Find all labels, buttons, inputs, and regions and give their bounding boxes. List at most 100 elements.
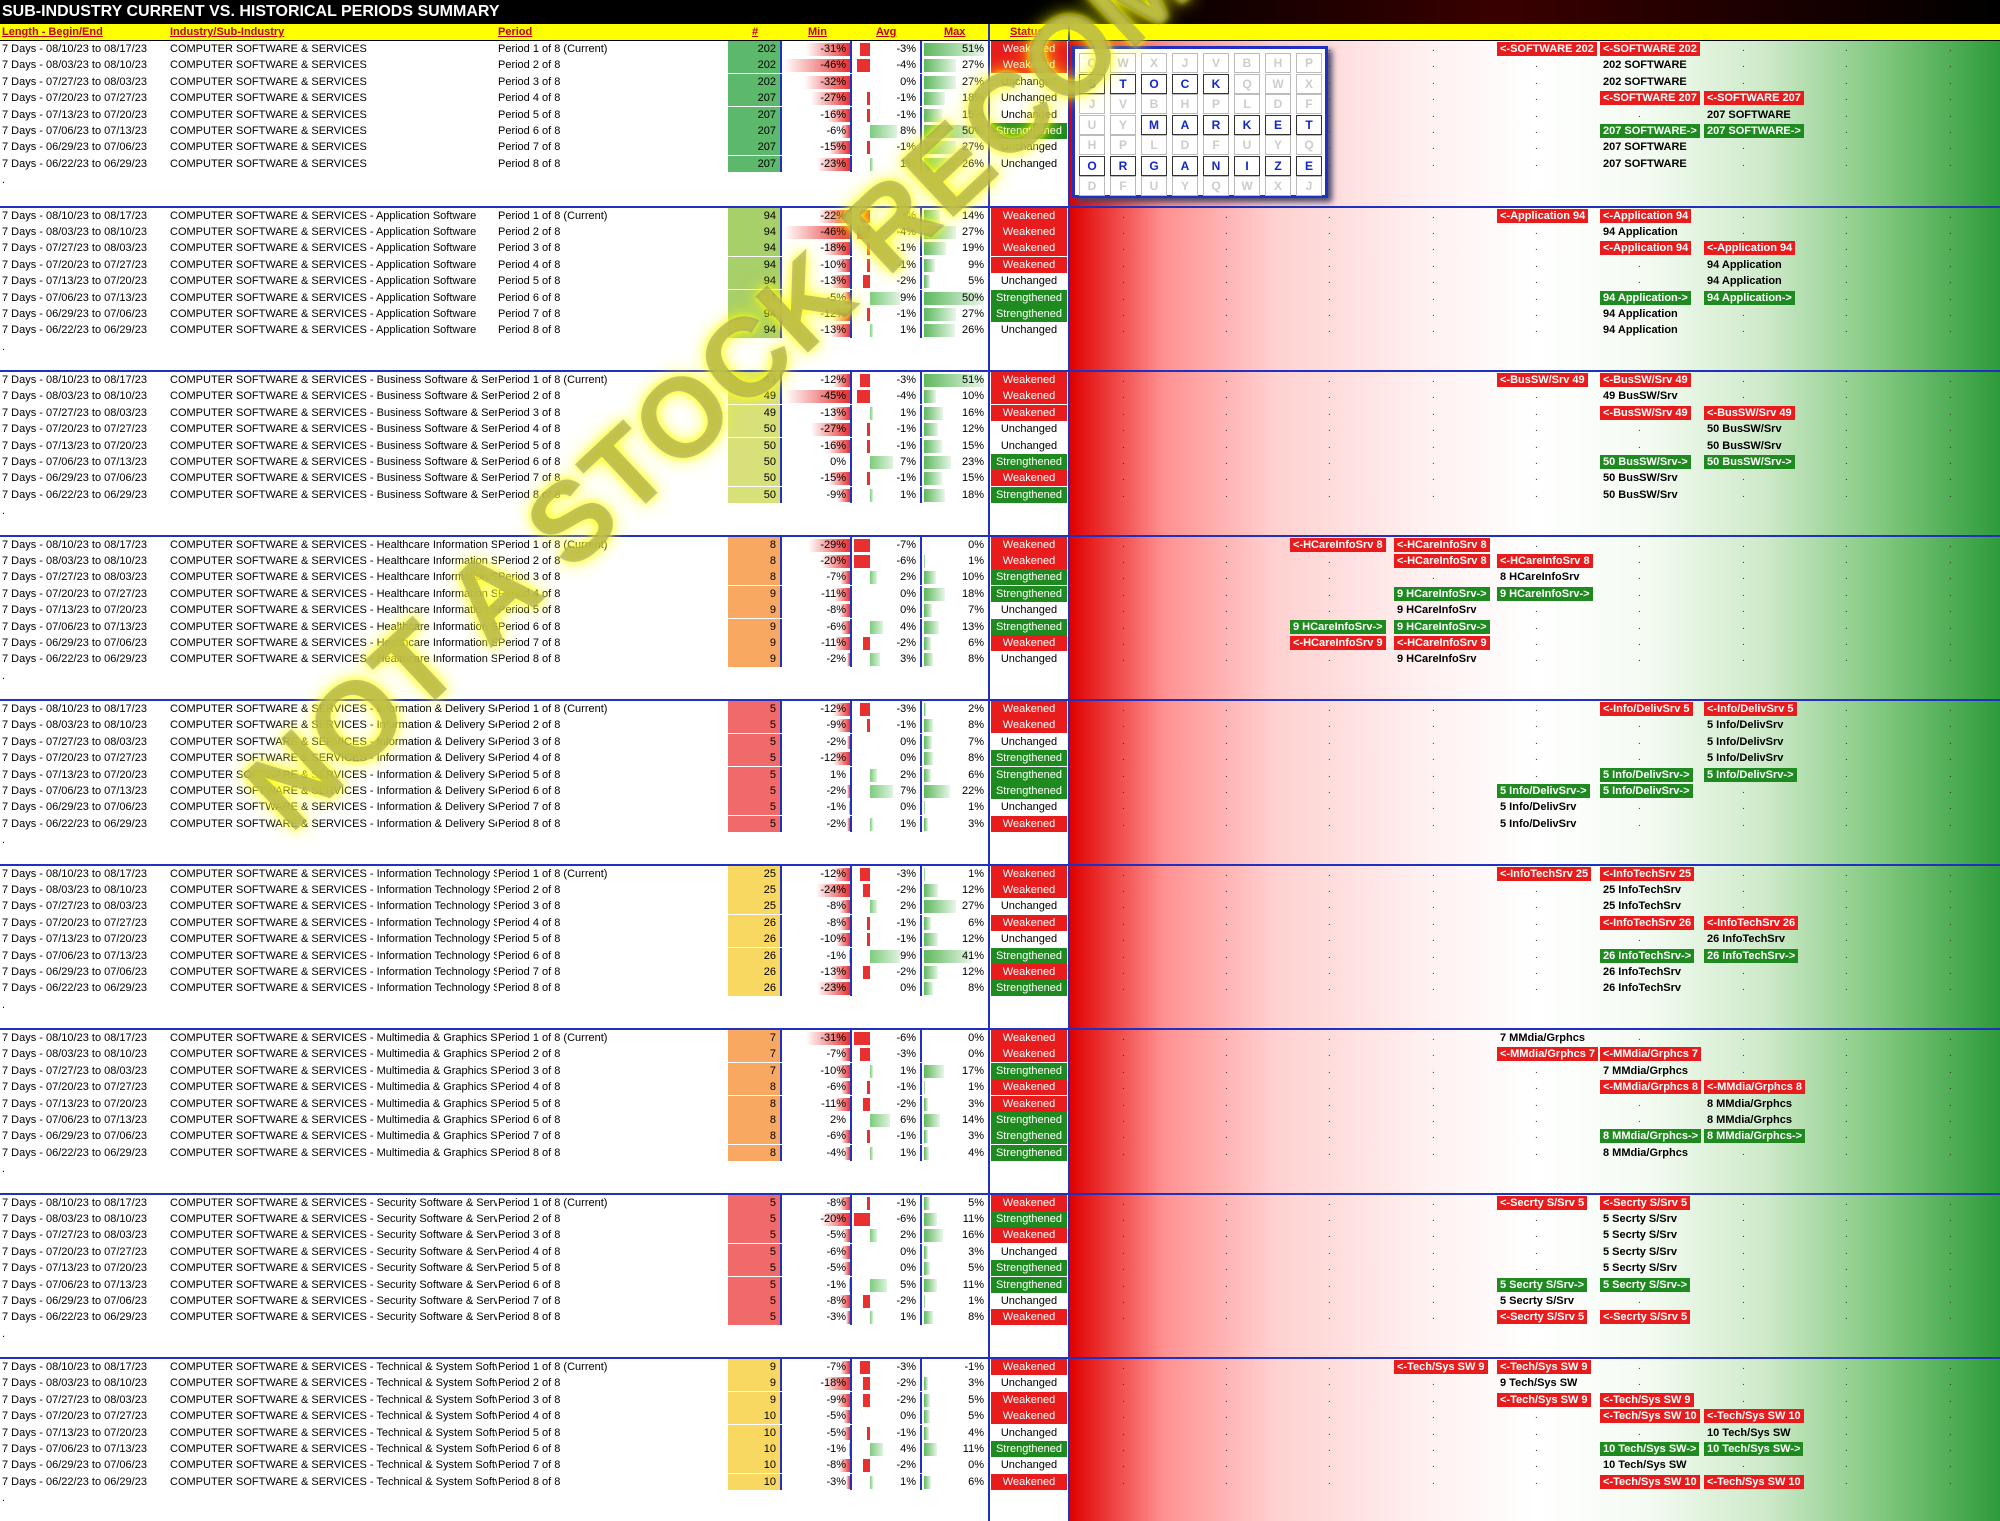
rating-marker[interactable]: <-SOFTWARE 202: [1497, 42, 1597, 56]
rating-marker[interactable]: <-HCareInfoSrv 9: [1290, 635, 1386, 650]
table-row[interactable]: 7 Days - 06/29/23 to 07/06/23 COMPUTER SO…: [0, 799, 2000, 816]
rating-marker[interactable]: 8 MMdia/Grphcs->: [1600, 1129, 1702, 1144]
rating-marker[interactable]: 5 Info/DelivSrv->: [1600, 767, 1693, 782]
table-row[interactable]: 7 Days - 07/27/23 to 08/03/23 COMPUTER SO…: [0, 1227, 2000, 1244]
table-row[interactable]: 7 Days - 08/03/23 to 08/10/23 COMPUTER SO…: [0, 223, 2000, 240]
rating-marker[interactable]: <-InfoTechSrv 25: [1497, 866, 1592, 881]
table-row[interactable]: 7 Days - 08/10/23 to 08/17/23 COMPUTER SO…: [0, 1194, 2000, 1211]
table-row[interactable]: 7 Days - 06/29/23 to 07/06/23 COMPUTER SO…: [0, 470, 2000, 487]
rating-marker[interactable]: 5 Secrty S/Srv->: [1600, 1277, 1691, 1292]
rating-marker[interactable]: 25 InfoTechSrv: [1603, 900, 1682, 913]
rating-marker[interactable]: 5 Secrty S/Srv: [1603, 1245, 1677, 1258]
table-row[interactable]: 7 Days - 07/27/23 to 08/03/23 COMPUTER SO…: [0, 1062, 2000, 1079]
rating-marker[interactable]: <-Application 94: [1600, 208, 1692, 223]
table-row[interactable]: 7 Days - 08/10/23 to 08/17/23 COMPUTER SO…: [0, 41, 2000, 57]
header-count[interactable]: #: [752, 26, 759, 38]
table-row[interactable]: 7 Days - 06/22/23 to 06/29/23 COMPUTER SO…: [0, 322, 2000, 339]
rating-marker[interactable]: 207 SOFTWARE: [1603, 157, 1687, 170]
table-row[interactable]: 7 Days - 07/06/23 to 07/13/23 COMPUTER SO…: [0, 1441, 2000, 1457]
rating-marker[interactable]: <-Secrty S/Srv 5: [1600, 1310, 1691, 1325]
rating-marker[interactable]: <-Tech/Sys SW 10: [1600, 1409, 1700, 1424]
table-row[interactable]: 7 Days - 06/22/23 to 06/29/23 COMPUTER SO…: [0, 1473, 2000, 1490]
rating-marker[interactable]: 9 HCareInfoSrv: [1397, 653, 1477, 666]
rating-marker[interactable]: <-Secrty S/Srv 5: [1497, 1310, 1588, 1325]
rating-marker[interactable]: 94 Application: [1707, 275, 1782, 288]
table-row[interactable]: 7 Days - 07/27/23 to 08/03/23 COMPUTER SO…: [0, 1391, 2000, 1408]
table-row[interactable]: 7 Days - 08/03/23 to 08/10/23 COMPUTER SO…: [0, 1375, 2000, 1392]
rating-marker[interactable]: 202 SOFTWARE: [1603, 75, 1687, 88]
table-row[interactable]: 7 Days - 08/10/23 to 08/17/23 COMPUTER SO…: [0, 865, 2000, 882]
header-avg[interactable]: Avg: [876, 26, 897, 38]
table-row[interactable]: 7 Days - 06/22/23 to 06/29/23 COMPUTER SO…: [0, 155, 2000, 172]
rating-marker[interactable]: <-Tech/Sys SW 9: [1497, 1392, 1591, 1407]
rating-marker[interactable]: 202 SOFTWARE: [1603, 59, 1687, 72]
rating-marker[interactable]: <-Tech/Sys SW 9: [1600, 1392, 1694, 1407]
table-row[interactable]: 7 Days - 06/29/23 to 07/06/23 COMPUTER SO…: [0, 1457, 2000, 1474]
table-row[interactable]: 7 Days - 08/10/23 to 08/17/23 COMPUTER SO…: [0, 536, 2000, 553]
table-row[interactable]: 7 Days - 08/10/23 to 08/17/23 COMPUTER SO…: [0, 1030, 2000, 1046]
rating-marker[interactable]: 5 Info/DelivSrv->: [1704, 767, 1797, 782]
rating-marker[interactable]: 207 SOFTWARE->: [1704, 124, 1804, 138]
header-status[interactable]: Status: [1010, 26, 1044, 38]
rating-marker[interactable]: 94 Application: [1603, 307, 1678, 320]
rating-marker[interactable]: 207 SOFTWARE->: [1600, 124, 1700, 138]
header-min[interactable]: Min: [808, 26, 827, 38]
rating-marker[interactable]: 5 Info/DelivSrv: [1707, 752, 1784, 765]
rating-marker[interactable]: <-InfoTechSrv 25: [1600, 866, 1695, 881]
rating-marker[interactable]: 5 Secrty S/Srv->: [1497, 1277, 1588, 1292]
rating-marker[interactable]: 9 HCareInfoSrv->: [1497, 586, 1593, 601]
rating-marker[interactable]: 26 InfoTechSrv: [1603, 982, 1682, 995]
rating-marker[interactable]: 8 MMdia/Grphcs: [1707, 1114, 1792, 1126]
table-row[interactable]: 7 Days - 07/20/23 to 07/27/23 COMPUTER SO…: [0, 421, 2000, 438]
rating-marker[interactable]: 94 Application->: [1600, 290, 1691, 305]
rating-marker[interactable]: 50 BusSW/Srv->: [1600, 455, 1691, 469]
rating-marker[interactable]: 5 Secrty S/Srv: [1603, 1229, 1677, 1242]
header-max[interactable]: Max: [944, 26, 966, 38]
table-row[interactable]: 7 Days - 06/22/23 to 06/29/23 COMPUTER SO…: [0, 815, 2000, 832]
table-row[interactable]: 7 Days - 07/27/23 to 08/03/23 COMPUTER SO…: [0, 73, 2000, 90]
table-row[interactable]: 7 Days - 08/10/23 to 08/17/23 COMPUTER SO…: [0, 701, 2000, 717]
table-row[interactable]: 7 Days - 07/13/23 to 07/20/23 COMPUTER SO…: [0, 1260, 2000, 1277]
rating-marker[interactable]: <-Secrty S/Srv 5: [1497, 1195, 1588, 1210]
table-row[interactable]: 7 Days - 07/06/23 to 07/13/23 COMPUTER SO…: [0, 947, 2000, 964]
table-row[interactable]: 7 Days - 06/29/23 to 07/06/23 COMPUTER SO…: [0, 139, 2000, 156]
table-row[interactable]: 7 Days - 08/10/23 to 08/17/23 COMPUTER SO…: [0, 372, 2000, 388]
rating-marker[interactable]: 25 InfoTechSrv: [1603, 883, 1682, 896]
table-row[interactable]: 7 Days - 06/22/23 to 06/29/23 COMPUTER SO…: [0, 1144, 2000, 1161]
rating-marker[interactable]: 207 SOFTWARE: [1603, 141, 1687, 154]
rating-marker[interactable]: 94 Application: [1603, 324, 1678, 337]
table-row[interactable]: 7 Days - 07/06/23 to 07/13/23 COMPUTER SO…: [0, 1276, 2000, 1293]
table-row[interactable]: 7 Days - 08/03/23 to 08/10/23 COMPUTER SO…: [0, 388, 2000, 405]
rating-marker[interactable]: 26 InfoTechSrv: [1603, 965, 1682, 978]
rating-marker[interactable]: 50 BusSW/Srv: [1603, 488, 1678, 501]
rating-marker[interactable]: 9 Tech/Sys SW: [1500, 1377, 1578, 1390]
table-row[interactable]: 7 Days - 08/03/23 to 08/10/23 COMPUTER SO…: [0, 552, 2000, 569]
table-row[interactable]: 7 Days - 06/29/23 to 07/06/23 COMPUTER SO…: [0, 634, 2000, 651]
rating-marker[interactable]: 8 MMdia/Grphcs->: [1704, 1129, 1806, 1144]
rating-marker[interactable]: 8 MMdia/Grphcs: [1707, 1097, 1792, 1110]
rating-marker[interactable]: 5 Secrty S/Srv: [1603, 1262, 1677, 1275]
rating-marker[interactable]: <-Secrty S/Srv 5: [1600, 1195, 1691, 1210]
table-row[interactable]: 7 Days - 07/27/23 to 08/03/23 COMPUTER SO…: [0, 240, 2000, 257]
rating-marker[interactable]: 94 Application: [1707, 258, 1782, 271]
header-length[interactable]: Length - Begin/End: [2, 26, 103, 38]
table-row[interactable]: 7 Days - 08/03/23 to 08/10/23 COMPUTER SO…: [0, 1210, 2000, 1227]
rating-marker[interactable]: <-BusSW/Srv 49: [1600, 405, 1691, 420]
rating-marker[interactable]: 50 BusSW/Srv: [1707, 423, 1782, 436]
table-row[interactable]: 7 Days - 06/22/23 to 06/29/23 COMPUTER SO…: [0, 651, 2000, 668]
rating-marker[interactable]: <-HCareInfoSrv 9: [1394, 635, 1490, 650]
rating-marker[interactable]: 94 Application: [1603, 225, 1678, 238]
rating-marker[interactable]: <-Info/DelivSrv 5: [1704, 702, 1797, 716]
rating-marker[interactable]: <-HCareInfoSrv 8: [1394, 553, 1490, 568]
table-row[interactable]: 7 Days - 07/13/23 to 07/20/23 COMPUTER SO…: [0, 931, 2000, 948]
rating-marker[interactable]: <-HCareInfoSrv 8: [1394, 537, 1490, 552]
rating-marker[interactable]: <-MMdia/Grphcs 8: [1600, 1080, 1702, 1095]
rating-marker[interactable]: 8 HCareInfoSrv: [1500, 571, 1580, 584]
table-row[interactable]: 7 Days - 08/10/23 to 08/17/23 COMPUTER SO…: [0, 1359, 2000, 1375]
rating-marker[interactable]: 49 BusSW/Srv: [1603, 390, 1678, 403]
rating-marker[interactable]: 10 Tech/Sys SW->: [1600, 1442, 1700, 1456]
rating-marker[interactable]: <-HCareInfoSrv 8: [1497, 553, 1593, 568]
table-row[interactable]: 7 Days - 07/13/23 to 07/20/23 COMPUTER SO…: [0, 437, 2000, 454]
rating-marker[interactable]: <-Application 94: [1600, 241, 1692, 256]
table-row[interactable]: 7 Days - 07/13/23 to 07/20/23 COMPUTER SO…: [0, 273, 2000, 290]
